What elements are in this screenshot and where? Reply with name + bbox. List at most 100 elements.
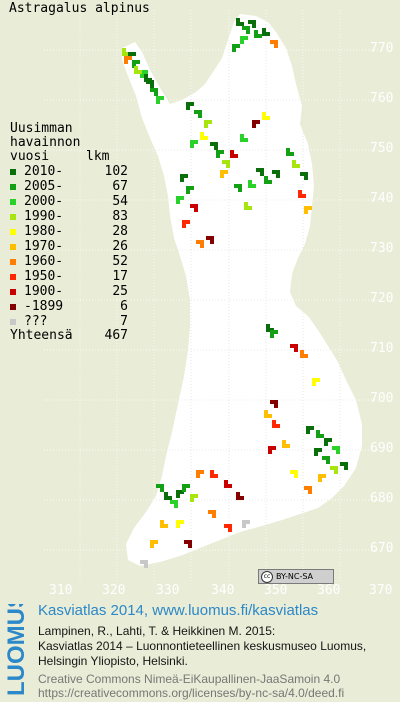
observation-dots [122, 18, 348, 568]
legend-swatch [10, 168, 16, 175]
observation-cell [194, 140, 198, 144]
footer-citation-1: Lampinen, R., Lahti, T. & Heikkinen M. 2… [38, 624, 276, 638]
observation-cell [276, 424, 280, 428]
observation-cell [316, 430, 320, 434]
observation-cell [164, 492, 168, 496]
legend-row: 2010- 102 [10, 164, 128, 179]
legend-swatch [10, 213, 16, 220]
observation-cell [140, 74, 144, 78]
observation-cell [240, 40, 244, 44]
observation-cell [324, 442, 328, 446]
legend-swatch [10, 198, 16, 205]
observation-cell [144, 70, 148, 74]
observation-cell [160, 520, 164, 524]
observation-cell [268, 414, 272, 418]
observation-cell [294, 344, 298, 348]
northing-label: 760 [370, 91, 394, 106]
observation-cell [304, 354, 308, 358]
observation-cell [198, 114, 202, 118]
observation-cell [124, 60, 128, 64]
observation-cell [254, 30, 258, 34]
legend-swatch [10, 273, 16, 280]
license-badge-text: BY-NC-SA [276, 572, 314, 581]
observation-cell [220, 150, 224, 154]
observation-cell [190, 186, 194, 190]
observation-cell [308, 490, 312, 494]
observation-cell [286, 444, 290, 448]
legend-row-count: 25 [112, 283, 128, 299]
observation-cell [226, 160, 230, 164]
observation-cell [224, 170, 228, 174]
observation-cell [322, 474, 326, 478]
observation-cell [304, 486, 308, 490]
observation-cell [274, 400, 278, 404]
footer-license-url[interactable]: https://creativecommons.org/licenses/by-… [38, 686, 345, 700]
observation-cell [210, 240, 214, 244]
observation-cell [272, 446, 276, 450]
observation-cell [220, 174, 224, 178]
observation-cell [194, 494, 198, 498]
observation-cell [244, 138, 248, 142]
observation-cell [164, 524, 168, 528]
footer-heading[interactable]: Kasviatlas 2014, www.luomus.fi/kasviatla… [38, 602, 319, 619]
observation-cell [314, 452, 318, 456]
observation-cell [312, 378, 316, 382]
observation-cell [294, 470, 298, 474]
observation-cell [248, 184, 252, 188]
observation-cell [294, 474, 298, 478]
observation-cell [214, 146, 218, 150]
observation-cell [176, 520, 180, 524]
observation-cell [264, 176, 268, 180]
observation-cell [264, 414, 268, 418]
observation-cell [272, 170, 276, 174]
observation-cell [282, 440, 286, 444]
observation-cell [260, 172, 264, 176]
observation-cell [160, 96, 164, 100]
legend-row-count: 28 [112, 223, 128, 239]
legend-row: 1970- 26 [10, 239, 128, 254]
observation-cell [274, 40, 278, 44]
observation-cell [224, 484, 228, 488]
observation-cell [214, 474, 218, 478]
observation-cell [276, 170, 280, 174]
observation-cell [286, 152, 290, 156]
observation-cell [210, 470, 214, 474]
easting-label: 340 [211, 583, 235, 598]
observation-cell [176, 524, 180, 528]
observation-cell [160, 488, 164, 492]
observation-cell [186, 190, 190, 194]
observation-cell [248, 206, 252, 210]
observation-cell [212, 510, 216, 514]
legend-row: ??? 7 [10, 314, 128, 329]
observation-cell [150, 88, 154, 92]
observation-cell [300, 172, 304, 176]
observation-cell [304, 210, 308, 214]
observation-cell [234, 184, 238, 188]
observation-cell [188, 540, 192, 544]
observation-cell [244, 202, 248, 206]
observation-cell [132, 60, 136, 64]
observation-cell [148, 78, 152, 82]
northing-label: 670 [370, 541, 394, 556]
observation-cell [186, 106, 190, 110]
observation-cell [190, 140, 194, 144]
finland-land [122, 14, 362, 566]
observation-cell [200, 244, 204, 248]
observation-cell [248, 180, 252, 184]
observation-cell [168, 496, 172, 500]
observation-cell [180, 520, 184, 524]
observation-cell [242, 524, 246, 528]
observation-cell [186, 102, 190, 106]
observation-cell [258, 34, 262, 38]
observation-cell [206, 236, 210, 240]
license-badge[interactable]: cc BY-NC-SA [258, 569, 334, 584]
observation-cell [188, 544, 192, 548]
observation-cell [260, 168, 264, 172]
observation-cell [210, 474, 214, 478]
observation-cell [134, 66, 138, 70]
observation-cell [136, 60, 140, 64]
observation-cell [262, 28, 266, 32]
observation-cell [230, 154, 234, 158]
observation-cell [292, 160, 296, 164]
observation-cell [150, 540, 154, 544]
